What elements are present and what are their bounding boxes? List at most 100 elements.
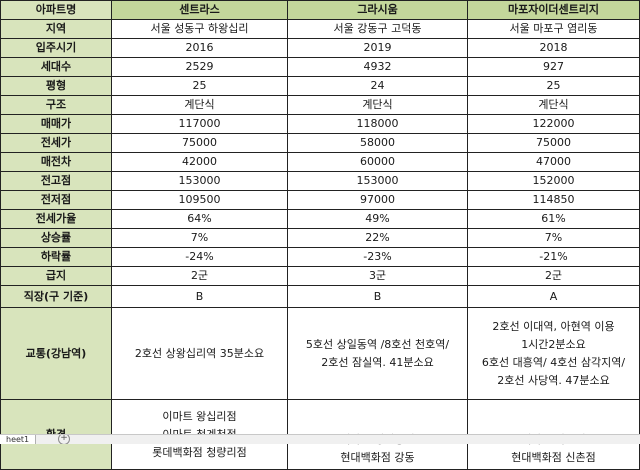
cell-line: 현대백화점 신촌점 [511,451,596,464]
row-label[interactable]: 매매가 [0,114,112,134]
row-label[interactable]: 매전차 [0,152,112,172]
data-cell[interactable]: -21% [467,247,640,267]
table-row: 직장(구 기준) B B A [0,285,640,308]
data-cell[interactable]: 계단식 [467,95,640,115]
cell-line: 6호선 대흥역/ 4호선 삼각지역/ [481,355,626,369]
data-cell[interactable]: 49% [287,209,468,229]
data-cell[interactable]: 2군 [111,266,288,286]
data-cell[interactable]: 60000 [287,152,468,172]
data-cell[interactable]: 4932 [287,57,468,77]
row-label[interactable]: 하락률 [0,247,112,267]
data-cell[interactable]: 117000 [111,114,288,134]
data-cell[interactable]: 42000 [111,152,288,172]
row-label[interactable]: 지역 [0,19,112,39]
table-row: 전저점 109500 97000 114850 [0,190,640,210]
table-row: 매전차 42000 60000 47000 [0,152,640,172]
row-label[interactable]: 전세가율 [0,209,112,229]
cell-line: 롯데백화점 청량리점 [152,445,247,459]
table-row: 입주시기 2016 2019 2018 [0,38,640,58]
data-cell[interactable]: 2군 [467,266,640,286]
data-cell[interactable]: 계단식 [287,95,468,115]
data-cell[interactable]: 2016 [111,38,288,58]
table-row: 구조 계단식 계단식 계단식 [0,95,640,115]
data-cell[interactable]: 3군 [287,266,468,286]
data-cell[interactable]: B [111,285,288,308]
data-cell[interactable]: 25 [111,76,288,96]
data-cell[interactable]: 서울 강동구 고덕동 [287,19,468,39]
data-cell[interactable]: 24 [287,76,468,96]
data-cell[interactable]: 2019 [287,38,468,58]
table-row: 하락률 -24% -23% -21% [0,247,640,267]
row-label[interactable]: 급지 [0,266,112,286]
table-row: 급지 2군 3군 2군 [0,266,640,286]
cell-line: 2호선 이대역, 아현역 이용 [492,319,615,333]
data-cell[interactable]: 152000 [467,171,640,191]
data-cell[interactable]: 118000 [287,114,468,134]
data-cell[interactable]: 7% [467,228,640,248]
add-sheet-icon[interactable]: + [58,435,70,444]
data-cell[interactable]: 97000 [287,190,468,210]
data-cell[interactable]: 64% [111,209,288,229]
data-cell[interactable]: 75000 [111,133,288,153]
cell-line: 현대백화점 강동 [340,451,415,464]
table-row: 지역 서울 성동구 하왕십리 서울 강동구 고덕동 서울 마포구 염리동 [0,19,640,39]
header-row: 아파트명 센트라스 그라시움 마포자이더센트리지 [0,0,640,20]
table-row: 매매가 117000 118000 122000 [0,114,640,134]
data-cell[interactable]: 109500 [111,190,288,210]
column-header-gracium[interactable]: 그라시움 [287,0,468,20]
table-row: 전고점 153000 153000 152000 [0,171,640,191]
transport-row: 교통(강남역) 2호선 상왕십리역 35분소요 5호선 상일동역 /8호선 천호… [0,307,640,400]
data-cell[interactable]: 서울 성동구 하왕십리 [111,19,288,39]
sheet-tab[interactable]: heet1 [0,435,37,444]
row-label[interactable]: 세대수 [0,57,112,77]
transport-cell[interactable]: 2호선 이대역, 아현역 이용 1시간2분소요 6호선 대흥역/ 4호선 삼각지… [467,307,640,400]
data-cell[interactable]: 75000 [467,133,640,153]
data-cell[interactable]: 47000 [467,152,640,172]
data-cell[interactable]: 122000 [467,114,640,134]
data-cell[interactable]: 2018 [467,38,640,58]
transport-cell[interactable]: 2호선 상왕십리역 35분소요 [111,307,288,400]
column-header-mapo-xi[interactable]: 마포자이더센트리지 [467,0,640,20]
row-label[interactable]: 평형 [0,76,112,96]
data-cell[interactable]: 2529 [111,57,288,77]
data-cell[interactable]: -23% [287,247,468,267]
data-cell[interactable]: 25 [467,76,640,96]
row-label[interactable]: 구조 [0,95,112,115]
cell-line: 이마트 왕십리점 [162,409,237,423]
data-cell[interactable]: 927 [467,57,640,77]
data-cell[interactable]: B [287,285,468,308]
transport-cell[interactable]: 5호선 상일동역 /8호선 천호역/ 2호선 잠실역. 41분소요 [287,307,468,400]
sheet-tab-bar: heet1 + [0,434,640,444]
table-row: 상승률 7% 22% 7% [0,228,640,248]
row-label[interactable]: 전저점 [0,190,112,210]
row-label[interactable]: 상승률 [0,228,112,248]
cell-line: 1시간2분소요 [521,337,586,351]
data-cell[interactable]: 서울 마포구 염리동 [467,19,640,39]
data-cell[interactable]: 계단식 [111,95,288,115]
data-cell[interactable]: 22% [287,228,468,248]
data-cell[interactable]: 7% [111,228,288,248]
row-label-transport[interactable]: 교통(강남역) [0,307,112,400]
cell-line: 5호선 상일동역 /8호선 천호역/ [305,337,450,351]
cell-line: 2호선 상왕십리역 35분소요 [134,346,265,360]
data-cell[interactable]: 58000 [287,133,468,153]
data-cell[interactable]: 61% [467,209,640,229]
table-row: 전세가율 64% 49% 61% [0,209,640,229]
table-row: 평형 25 24 25 [0,76,640,96]
cell-line: 2호선 사당역. 47분소요 [497,373,610,387]
data-cell[interactable]: A [467,285,640,308]
cell-line: 2호선 잠실역. 41분소요 [321,355,434,369]
row-label[interactable]: 전세가 [0,133,112,153]
data-cell[interactable]: 114850 [467,190,640,210]
table-row: 전세가 75000 58000 75000 [0,133,640,153]
row-label[interactable]: 직장(구 기준) [0,285,112,308]
corner-cell[interactable]: 아파트명 [0,0,112,20]
data-cell[interactable]: -24% [111,247,288,267]
column-header-centras[interactable]: 센트라스 [111,0,288,20]
data-cell[interactable]: 153000 [111,171,288,191]
data-cell[interactable]: 153000 [287,171,468,191]
row-label[interactable]: 전고점 [0,171,112,191]
table-row: 세대수 2529 4932 927 [0,57,640,77]
row-label[interactable]: 입주시기 [0,38,112,58]
